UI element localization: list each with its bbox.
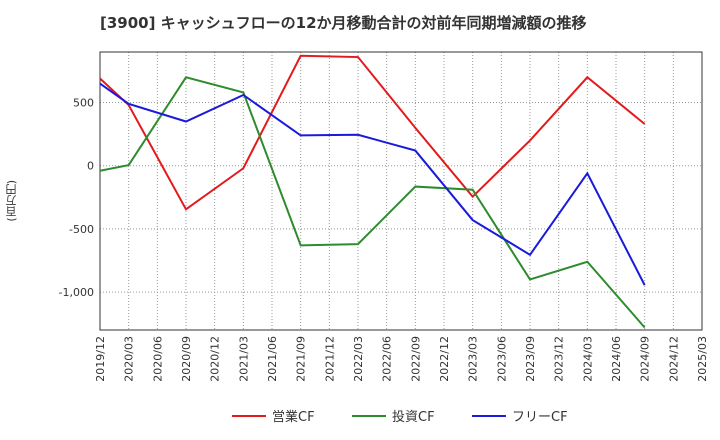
series-line [99,82,646,286]
chart-title: [3900] キャッシュフローの12か月移動合計の対前年同期増減額の推移 [100,14,587,32]
y-tick-label: 500 [73,97,94,110]
y-tick-label: -1,000 [59,286,94,299]
x-tick-label: 2020/12 [209,336,222,382]
y-tick-label: -500 [69,223,94,236]
x-tick-label: 2024/12 [667,336,680,382]
x-tick-label: 2021/09 [295,336,308,382]
x-tick-label: 2023/06 [495,336,508,382]
x-tick-label: 2023/09 [524,336,537,382]
x-tick-label: 2024/06 [610,336,623,382]
x-tick-label: 2022/06 [381,336,394,382]
x-tick-label: 2023/03 [467,336,480,382]
plot-frame [99,51,703,331]
series-line [99,54,646,211]
x-tick-label: 2021/03 [237,336,250,382]
x-tick-label: 2020/06 [151,336,164,382]
legend-label: フリーCF [512,410,568,425]
x-tick-label: 2021/12 [323,336,336,382]
y-tick-label: 0 [87,160,94,173]
series-line [99,76,646,329]
x-tick-label: 2022/12 [438,336,451,382]
x-tick-label: 2024/09 [639,336,652,382]
x-tick-label: 2025/03 [696,336,709,382]
legend-label: 投資CF [392,409,435,425]
legend-label: 営業CF [272,409,315,425]
x-tick-label: 2022/03 [352,336,365,382]
x-tick-label: 2022/09 [409,336,422,382]
x-tick-label: 2024/03 [581,336,594,382]
x-tick-label: 2021/06 [266,336,279,382]
x-tick-label: 2019/12 [94,336,107,382]
x-tick-label: 2020/03 [123,336,136,382]
x-tick-label: 2023/12 [553,336,566,382]
x-tick-label: 2020/09 [180,336,193,382]
